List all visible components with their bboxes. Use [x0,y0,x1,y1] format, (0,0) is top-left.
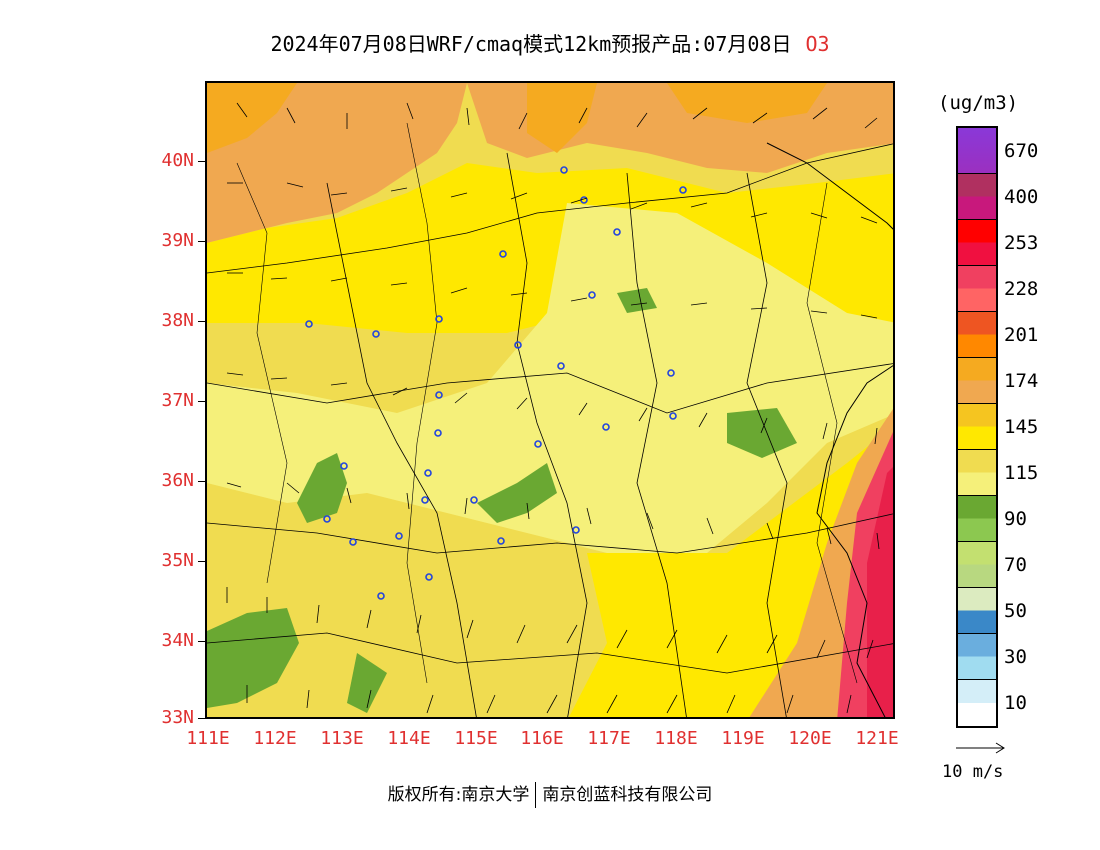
legend-label-90: 90 [1004,508,1027,530]
legend-label-115: 115 [1004,462,1039,484]
company-text: 南京创蓝科技有限公司 [542,785,713,805]
legend-label-70: 70 [1004,554,1027,576]
chart-title: 2024年07月08日WRF/cmaq模式12km预报产品:07月08日 O3 [0,28,1100,57]
wind-scale-arrow-icon [956,742,1005,754]
swatch-10 [958,680,996,726]
region-darker-orange-ne [667,83,827,123]
concentration-field [207,83,893,717]
legend-label-174: 174 [1004,370,1039,392]
lon-label-115e: 115E [454,728,498,749]
swatch-201 [958,312,996,358]
swatch-145 [958,404,996,450]
lon-label-121e: 121E [855,728,899,749]
region-paleyellow-center [207,203,893,553]
lat-label-34n: 34N [161,630,194,651]
ozone-map[interactable] [205,81,895,719]
swatch-90 [958,496,996,542]
lon-label-113e: 113E [320,728,364,749]
region-green-west [297,453,347,523]
swatch-50 [958,588,996,634]
legend-label-400: 400 [1004,186,1039,208]
lat-label-35n: 35N [161,550,194,571]
swatch-70 [958,542,996,588]
legend-label-10: 10 [1004,692,1027,714]
region-green-south [347,653,387,713]
swatch-670 [958,128,996,174]
species-label: O3 [805,32,830,56]
legend-label-253: 253 [1004,232,1039,254]
footer: 版权所有:南京大学 南京创蓝科技有限公司 [0,780,1100,808]
legend-label-228: 228 [1004,278,1039,300]
lat-label-37n: 37N [161,390,194,411]
lat-label-40n: 40N [161,150,194,171]
lat-label-36n: 36N [161,470,194,491]
wind-vectors [226,102,880,714]
swatch-174 [958,358,996,404]
footer-separator [535,782,537,808]
lon-label-120e: 120E [788,728,832,749]
lon-label-119e: 119E [721,728,765,749]
lon-label-114e: 114E [387,728,431,749]
color-legend [956,126,998,728]
lon-label-116e: 116E [520,728,564,749]
wind-scale-label: 10 m/s [942,762,1004,782]
legend-label-50: 50 [1004,600,1027,622]
region-green-southwest [207,608,299,708]
copyright-text: 版权所有:南京大学 [387,785,530,805]
legend-label-201: 201 [1004,324,1039,346]
swatch-30 [958,634,996,680]
region-green-center [477,463,557,523]
lat-label-39n: 39N [161,230,194,251]
swatch-400 [958,174,996,220]
region-orange-corner [207,83,297,153]
legend-label-30: 30 [1004,646,1027,668]
lon-label-112e: 112E [253,728,297,749]
region-darker-orange-north [527,83,597,153]
legend-label-670: 670 [1004,140,1039,162]
lon-label-111e: 111E [186,728,230,749]
swatch-115 [958,450,996,496]
legend-label-145: 145 [1004,416,1039,438]
lat-label-38n: 38N [161,310,194,331]
region-deepred-east [867,467,893,717]
region-orange-northwest [207,83,467,243]
region-green-north [617,288,657,313]
lon-label-118e: 118E [654,728,698,749]
swatch-253 [958,220,996,266]
legend-unit: (ug/m3) [938,92,1019,114]
swatch-228 [958,266,996,312]
lon-label-117e: 117E [587,728,631,749]
region-green-east [727,408,797,458]
title-text: 2024年07月08日WRF/cmaq模式12km预报产品:07月08日 [270,32,792,56]
lat-label-33n: 33N [161,707,194,728]
